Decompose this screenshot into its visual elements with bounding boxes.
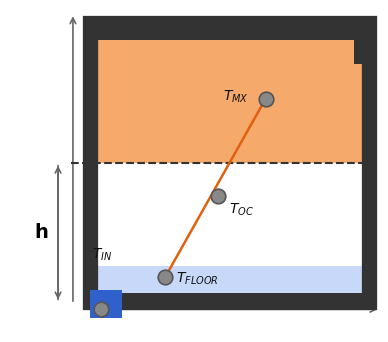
Bar [90, 23, 369, 302]
Point [215, 194, 221, 199]
Text: h: h [35, 223, 48, 242]
Bar [90, 290, 122, 318]
Bar [90, 23, 369, 302]
Point [263, 96, 269, 101]
Text: $T_{OC}$: $T_{OC}$ [229, 201, 254, 218]
Bar [354, 40, 369, 64]
Point [162, 275, 168, 280]
Bar [90, 266, 369, 302]
Bar [90, 23, 369, 40]
Text: $T_{FLOOR}$: $T_{FLOOR}$ [176, 271, 219, 287]
Text: $T_{MX}$: $T_{MX}$ [223, 89, 249, 105]
Bar [90, 292, 369, 302]
Text: $T_{IN}$: $T_{IN}$ [92, 246, 112, 263]
Point [98, 306, 104, 312]
Bar [90, 23, 369, 163]
